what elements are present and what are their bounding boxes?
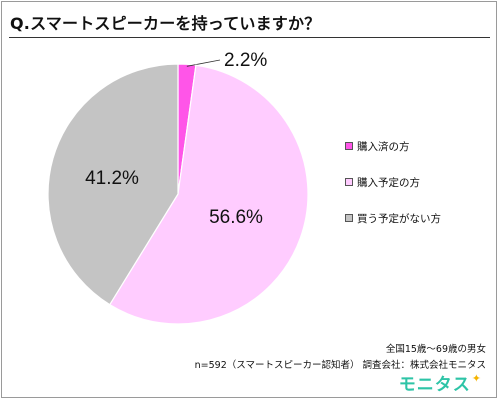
legend-item-3: 買う予定がない方 (345, 211, 441, 225)
pie-slice-3 (47, 63, 179, 306)
legend-swatch (345, 178, 353, 186)
brand-logo: モニタス✦ (399, 370, 482, 395)
chart-legend: 購入済の方購入予定の方買う予定がない方 (345, 139, 441, 247)
slice-label-2: 56.6% (209, 207, 263, 228)
pie-slice-2 (108, 64, 309, 325)
legend-swatch (345, 142, 353, 150)
legend-label: 購入予定の方 (357, 176, 420, 189)
legend-item-2: 購入予定の方 (345, 175, 441, 189)
sparkle-icon: ✦ (471, 372, 482, 385)
footnote-sample: n=592（スマートスピーカー認知者） 調査会社：株式会社モニタス (194, 360, 486, 371)
brand-logo-text: モニタス (398, 375, 471, 395)
legend-label: 購入済の方 (357, 140, 410, 153)
legend-item-1: 購入済の方 (345, 139, 441, 153)
title-underline (9, 37, 490, 38)
footnote-population: 全国15歳～69歳の男女 (385, 344, 486, 355)
slice-label-3: 41.2% (85, 168, 139, 189)
slice-label-1: 2.2% (224, 50, 267, 71)
leader-line-1 (186, 59, 221, 67)
chart-title: Q.スマートスピーカーを持っていますか？ (10, 14, 321, 33)
legend-label: 買う予定がない方 (357, 212, 441, 225)
legend-swatch (345, 214, 353, 222)
